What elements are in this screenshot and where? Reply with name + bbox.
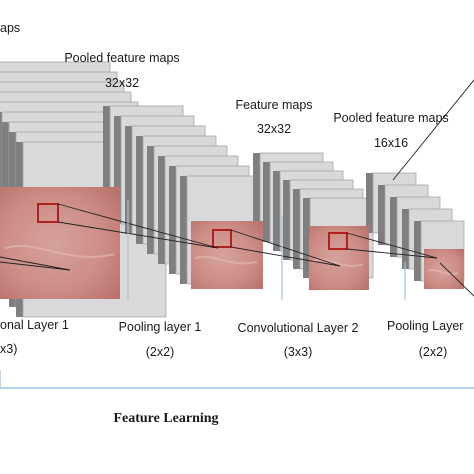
receptive-field-box	[37, 203, 59, 223]
conv-layer-1-kernel: x3)	[0, 342, 18, 356]
feature-map-edge	[283, 180, 290, 260]
conv-layer-2-kernel: (3x3)	[283, 345, 313, 359]
feature-map-edge	[366, 173, 373, 233]
feature-map-edge	[125, 126, 132, 234]
feature-learning-bracket	[0, 370, 474, 389]
connector-line	[0, 261, 71, 271]
feature-map-edge	[158, 156, 165, 264]
connector-line	[230, 229, 341, 267]
connector-line	[57, 221, 219, 249]
tissue-texture	[194, 255, 258, 265]
pool-layer-2-label: Pooling Layer	[387, 319, 464, 333]
conv-layer-1-label: onal Layer 1	[0, 318, 69, 332]
feature-map-edge	[147, 146, 154, 254]
tissue-image-1	[0, 187, 120, 299]
feature-map-edge	[114, 116, 121, 224]
feature-maps-1-title: aps	[0, 21, 21, 35]
connector-line	[57, 203, 219, 249]
feature-map-edge	[253, 153, 260, 233]
feature-map-edge	[293, 189, 300, 269]
feature-map-edge	[136, 136, 143, 244]
feature-map-edge	[414, 221, 421, 281]
feature-map-edge	[303, 198, 310, 278]
tissue-image-3	[309, 226, 369, 290]
feature-map-edge	[169, 166, 176, 274]
connector-line	[346, 248, 438, 259]
pooled-maps-1-size: 32x32	[104, 76, 140, 90]
conv-layer-2-label: Convolutional Layer 2	[237, 321, 359, 335]
connector-line	[392, 79, 474, 181]
feature-maps-2-size: 32x32	[256, 122, 292, 136]
feature-map-edge	[390, 197, 397, 257]
receptive-field-box	[328, 232, 348, 250]
connector-line	[346, 232, 438, 259]
feature-map-edge	[378, 185, 385, 245]
pooled-maps-2-size: 16x16	[373, 136, 409, 150]
pooled-maps-2-title: Pooled feature maps	[333, 111, 449, 125]
pooled-maps-1-title: Pooled feature maps	[64, 51, 180, 65]
pool-layer-2-kernel: (2x2)	[418, 345, 448, 359]
feature-maps-2-title: Feature maps	[235, 98, 313, 112]
tissue-texture	[312, 258, 364, 267]
connector-line	[439, 262, 474, 297]
connector-line	[0, 256, 71, 271]
feature-map-edge	[402, 209, 409, 269]
feature-learning-label: Feature Learning	[113, 411, 219, 426]
feature-map-edge	[180, 176, 187, 284]
tissue-image-2	[191, 221, 263, 289]
tissue-image	[424, 249, 464, 289]
tissue-texture	[427, 269, 459, 275]
feature-map-edge	[263, 162, 270, 242]
pool-layer-1-label: Pooling layer 1	[118, 320, 202, 334]
tissue-texture	[3, 244, 115, 258]
feature-map-edge	[103, 106, 110, 214]
pool-layer-1-kernel: (2x2)	[145, 345, 175, 359]
tissue-image	[191, 221, 263, 289]
connector-line	[230, 246, 341, 267]
tissue-image	[0, 187, 120, 299]
receptive-field-box	[212, 229, 232, 248]
tissue-image	[309, 226, 369, 290]
feature-map-edge	[273, 171, 280, 251]
tissue-image-4	[424, 249, 464, 289]
